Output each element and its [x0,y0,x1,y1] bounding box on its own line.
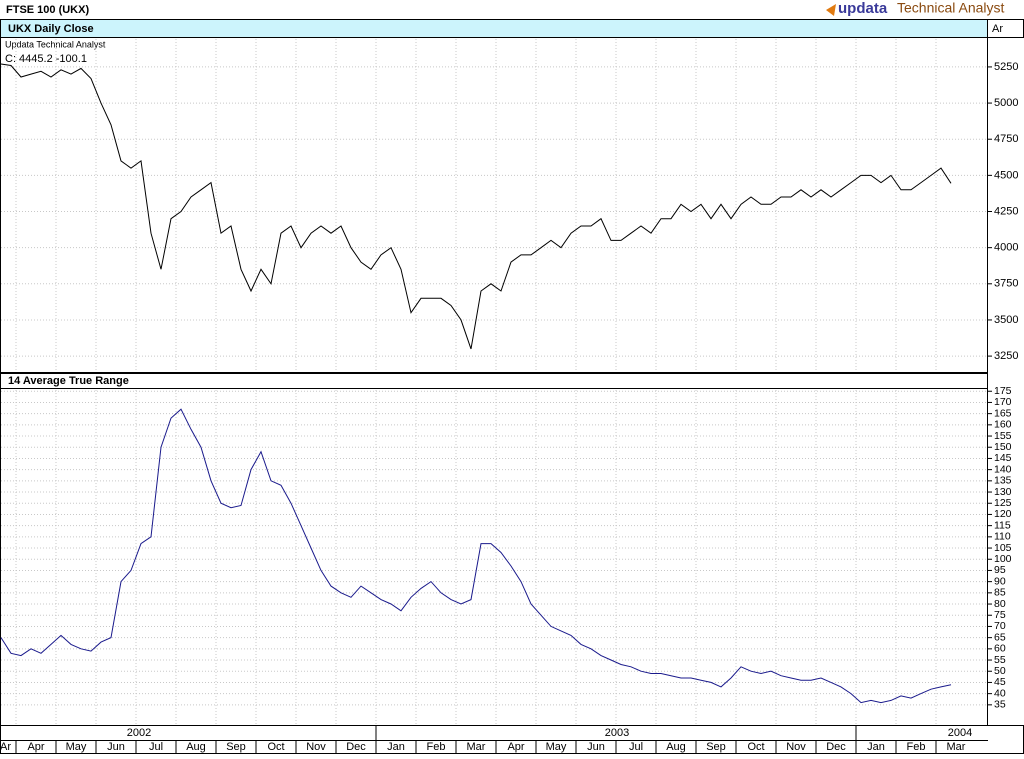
panel-title: UKX Daily Close [8,23,94,35]
y-tick-label: 3250 [994,350,1018,362]
x-tick-label: Sep [226,741,246,753]
y-tick-label: 135 [994,475,1012,487]
logo-icon [826,4,836,16]
y-tick-label: 4750 [994,133,1018,145]
x-tick-label: Apr [27,741,44,753]
y-tick-label: 170 [994,396,1012,408]
panel-header [0,373,988,389]
y-tick-label: 105 [994,542,1012,554]
y-tick-label: 145 [994,452,1012,464]
y-tick-label: 3500 [994,314,1018,326]
y-tick-label: 110 [994,531,1011,543]
y-tick-label: 50 [994,665,1006,677]
year-label: 2003 [605,727,629,739]
y-tick-label: 65 [994,631,1006,643]
y-tick-label: 5000 [994,97,1018,109]
x-tick-label: Nov [306,741,326,753]
x-tick-label: Nov [786,741,806,753]
y-tick-label: 70 [994,620,1006,632]
x-tick-label: May [546,741,567,753]
x-tick-label: Mar [947,741,966,753]
y-tick-label: 3750 [994,278,1018,290]
x-tick-label: Sep [706,741,726,753]
x-tick-label: Oct [747,741,764,753]
x-tick-label: Jun [587,741,605,753]
x-tick-label: Jul [149,741,163,753]
window-title: FTSE 100 (UKX) [6,4,89,16]
x-tick-label: Feb [907,741,926,753]
y-tick-label: 125 [994,497,1012,509]
logo-brand: updata [838,0,888,17]
y-tick-label: 130 [994,486,1012,498]
y-tick-label: 90 [994,575,1006,587]
x-tick-label: Jul [629,741,643,753]
y-tick-label: 155 [994,430,1012,442]
y-tick-label: 140 [994,463,1012,475]
logo-product: Technical Analyst [897,0,1005,16]
x-tick-label: Aug [666,741,686,753]
readout: C: 4445.2 -100.1 [5,53,87,65]
source-note: Updata Technical Analyst [5,39,106,49]
y-tick-label: 160 [994,419,1012,431]
y-tick-label: 75 [994,609,1006,621]
y-tick-label: 95 [994,564,1006,576]
y-tick-label: 115 [994,519,1011,531]
y-tick-label: 120 [994,508,1012,520]
x-tick-label: Apr [507,741,524,753]
y-tick-label: 5250 [994,61,1018,73]
y-tick-label: 35 [994,699,1006,711]
y-tick-label: 45 [994,676,1006,688]
x-tick-label: Jan [867,741,885,753]
data-line [0,408,952,704]
x-tick-label: Dec [346,741,366,753]
x-tick-label: Dec [826,741,846,753]
y-tick-label: 60 [994,643,1006,655]
axis-header-text: Ar [992,23,1003,35]
y-tick-label: 4000 [994,242,1018,254]
x-tick-label: Jun [107,741,125,753]
panel-header [0,19,988,38]
y-tick-label: 175 [994,385,1012,397]
y-tick-label: 80 [994,598,1006,610]
x-tick-label: Aug [186,741,206,753]
y-tick-label: 4250 [994,205,1018,217]
y-tick-label: 4500 [994,169,1018,181]
y-tick-label: 100 [994,553,1012,565]
y-tick-label: 85 [994,587,1006,599]
x-tick-label: Oct [267,741,284,753]
y-tick-label: 150 [994,441,1012,453]
year-label: 2004 [948,727,972,739]
x-tick-label: Jan [387,741,405,753]
y-tick-label: 40 [994,687,1006,699]
year-label: 2002 [127,727,151,739]
y-tick-label: 55 [994,654,1006,666]
x-tick-label: Ar [0,741,11,753]
panel-title: 14 Average True Range [8,375,129,387]
x-tick-label: May [66,741,87,753]
y-tick-label: 165 [994,407,1012,419]
x-tick-label: Feb [427,741,446,753]
data-line [0,63,952,350]
x-tick-label: Mar [467,741,486,753]
